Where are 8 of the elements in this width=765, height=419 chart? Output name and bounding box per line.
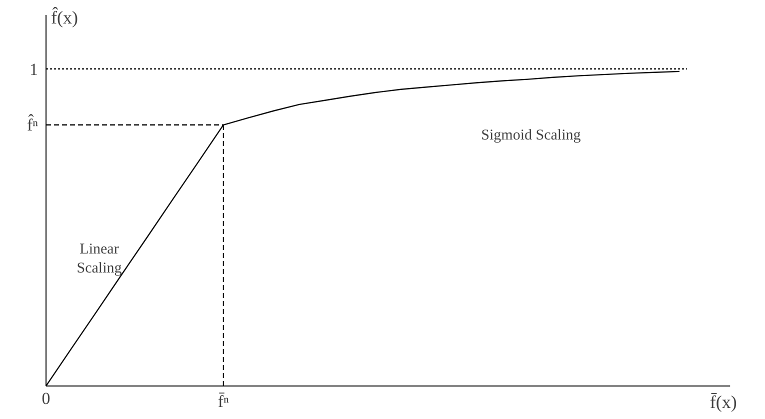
ref-line-label: f̂ⁿ (27, 114, 39, 134)
y-axis-title: f̂(x) (51, 6, 78, 28)
x-tick-label: f̄ⁿ (218, 392, 230, 411)
x-tick-label: 0 (42, 388, 50, 408)
ref-line-label: 1 (30, 60, 38, 79)
annotation: Linear Scaling (76, 242, 122, 277)
x-axis-title: f̄(x) (710, 392, 737, 412)
annotation: Sigmoid Scaling (481, 127, 582, 144)
